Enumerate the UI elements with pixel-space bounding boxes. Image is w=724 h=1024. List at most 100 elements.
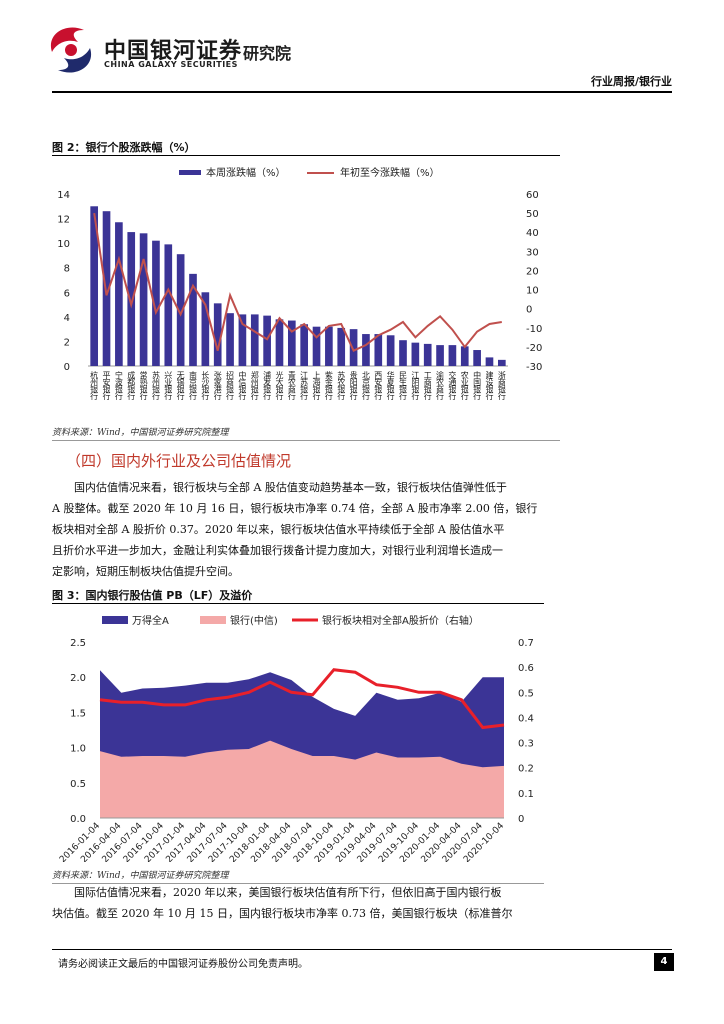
legend-label-allA: 万得全A: [132, 614, 169, 627]
bar-weekly-change: [473, 350, 481, 366]
y-left-tick-label: 1.0: [70, 744, 86, 755]
x-category-label: 兴业银行: [164, 371, 173, 401]
logo-chinese-name: 中国银河证券: [104, 39, 243, 64]
y-left-tick-label: 0.0: [70, 814, 86, 825]
y-right-tick-label: 0: [526, 305, 532, 316]
galaxy-logo-icon: [50, 27, 92, 73]
x-category-label: 贵阳银行: [349, 370, 358, 401]
para1-line4: 且折价水平进一步加大，金融让利实体叠加银行拨备计提力度加大，对银行业利润增长造成…: [52, 544, 503, 557]
y-right-tick-label: 0.5: [518, 688, 534, 699]
bar-weekly-change: [374, 334, 383, 366]
y-left-tick-label: 10: [57, 239, 70, 250]
y-right-tick-label: 40: [526, 228, 539, 239]
x-category-label: 中国银行: [473, 370, 482, 401]
bar-weekly-change: [287, 320, 296, 366]
figure3-source: 资料来源：Wind，中国银河证券研究院整理: [52, 871, 229, 881]
y-right-tick-label: 20: [526, 266, 539, 277]
institute-label: 研究院: [243, 44, 292, 63]
para1-line3: 板块相对全部 A 股折价 0.37。2020 年以来，银行板块估值水平持续低于全…: [52, 523, 505, 536]
para1-line2: A 股整体。截至 2020 年 10 月 16 日，银行板块市净率 0.74 倍…: [52, 502, 538, 515]
bar-weekly-change: [115, 222, 123, 366]
bar-weekly-change: [213, 303, 222, 366]
bar-weekly-change: [263, 315, 271, 366]
x-category-label: 江阴银行: [411, 371, 420, 401]
y-left-tick-label: 8: [64, 264, 70, 275]
y-left-tick-label: 0.5: [70, 779, 86, 790]
y-right-tick-label: 0.1: [518, 789, 534, 800]
y-right-tick-label: 30: [526, 247, 539, 258]
x-category-label: 紫金银行: [324, 371, 333, 401]
bar-weekly-change: [238, 314, 247, 366]
bar-weekly-change: [164, 244, 173, 366]
y-right-tick-label: -10: [526, 324, 542, 335]
international-valuation-paragraph: 国际估值情况来看，2020 年以来，美国银行板块估值有所下行，但依旧高于国内银行…: [52, 882, 546, 924]
y-right-tick-label: -30: [526, 362, 542, 373]
figure2-title: 图 2：银行个股涨跌幅（%）: [52, 141, 196, 154]
bar-weekly-change: [127, 232, 136, 366]
x-category-label: 浙商银行: [497, 370, 506, 401]
bar-weekly-change: [300, 324, 309, 366]
bar-weekly-change: [90, 206, 99, 366]
para2-line1: 国际估值情况来看，2020 年以来，美国银行板块估值有所下行，但依旧高于国内银行…: [74, 886, 502, 899]
x-category-label: 江苏银行: [300, 371, 309, 401]
x-category-label: 张家港行: [213, 371, 222, 401]
bank-pb-valuation-chart: 万得全A 银行(中信) 银行板块相对全部A股折价（右轴） 0.0 0.5 1.0 1.5 2.…: [58, 614, 534, 862]
x-category-label: 中信银行: [238, 370, 247, 401]
figure3-bottom-rule: [52, 883, 544, 884]
x-category-label: 民生银行: [399, 371, 408, 401]
legend-label-weekly: 本周涨跌幅（%）: [206, 166, 286, 179]
x-category-label: 交通银行: [448, 370, 457, 401]
legend-label-ytd: 年初至今涨跌幅（%）: [340, 166, 440, 179]
bar-weekly-change: [399, 340, 407, 366]
page-number: 4: [654, 953, 674, 971]
y-left-tick-label: 0: [64, 362, 70, 373]
x-category-label: 浦发银行: [263, 370, 272, 401]
para1-line5: 定影响，短期压制板块估值提升空间。: [52, 565, 239, 578]
legend-swatch-bank: [200, 616, 226, 624]
y-right-tick-label: 0.7: [518, 638, 534, 649]
y-left-tick-label: 2: [64, 337, 70, 348]
x-category-label: 宁波银行: [114, 370, 123, 401]
bank-stock-change-chart: 本周涨跌幅（%） 年初至今涨跌幅（%） 0 2 4 6 8 10 12 14 -30 -20 -10 0 1…: [57, 166, 542, 401]
line-ytd-change: [93, 212, 502, 353]
y-right-tick-label: 0.6: [518, 663, 534, 674]
y-right-tick-label: -20: [526, 343, 542, 354]
section-heading: （四）国内外行业及公司估值情况: [66, 452, 292, 470]
x-category-label: 工商银行: [423, 371, 432, 401]
para1-line1: 国内估值情况来看，银行板块与全部 A 股估值变动趋势基本一致，银行板块估值弹性低…: [74, 481, 507, 494]
bar-weekly-change: [275, 319, 284, 366]
para2-line2: 块估值。截至 2020 年 10 月 15 日，国内银行板块市净率 0.73 倍…: [52, 907, 513, 920]
figure2-bottom-rule: [52, 440, 560, 441]
y-right-tick-label: 60: [526, 190, 539, 201]
bar-weekly-change: [411, 342, 420, 366]
x-category-label: 建设银行: [485, 370, 494, 401]
x-category-label: 农业银行: [460, 370, 469, 401]
x-category-label: 苏州银行: [151, 370, 160, 401]
bar-weekly-change: [102, 211, 111, 366]
bar-weekly-change: [152, 240, 160, 366]
legend-label-discount: 银行板块相对全部A股折价（右轴）: [322, 614, 479, 627]
y-left-tick-label: 2.0: [70, 673, 86, 684]
footer-disclaimer: 请务必阅读正文最后的中国银河证券股份公司免责声明。: [58, 959, 308, 970]
y-right-tick-label: 0: [518, 814, 524, 825]
y-right-tick-label: 0.4: [518, 713, 534, 724]
bar-weekly-change: [362, 334, 370, 366]
report-category: 行业周报/银行业: [590, 75, 672, 88]
bar-weekly-change: [448, 345, 457, 366]
y-left-tick-label: 4: [64, 313, 70, 324]
y-right-tick-label: 10: [526, 286, 539, 297]
x-category-label: 郑州银行: [250, 370, 259, 401]
x-category-label: 华夏银行: [386, 370, 395, 401]
bar-weekly-change: [423, 343, 432, 366]
figure2-source: 资料来源：Wind，中国银河证券研究院整理: [52, 428, 229, 438]
logo-english-name: CHINA GALAXY SECURITIES: [104, 60, 238, 69]
bar-weekly-change: [386, 335, 395, 366]
bar-weekly-change: [176, 254, 185, 366]
bar-weekly-change: [189, 273, 197, 366]
figure3-title: 图 3：国内银行股估值 PB（LF）及溢价: [52, 589, 253, 602]
bar-weekly-change: [485, 357, 494, 366]
y-right-tick-label: 0.2: [518, 764, 534, 775]
line-bank-discount: [99, 668, 505, 730]
bar-weekly-change: [250, 314, 259, 366]
footer-rule: [52, 949, 672, 950]
